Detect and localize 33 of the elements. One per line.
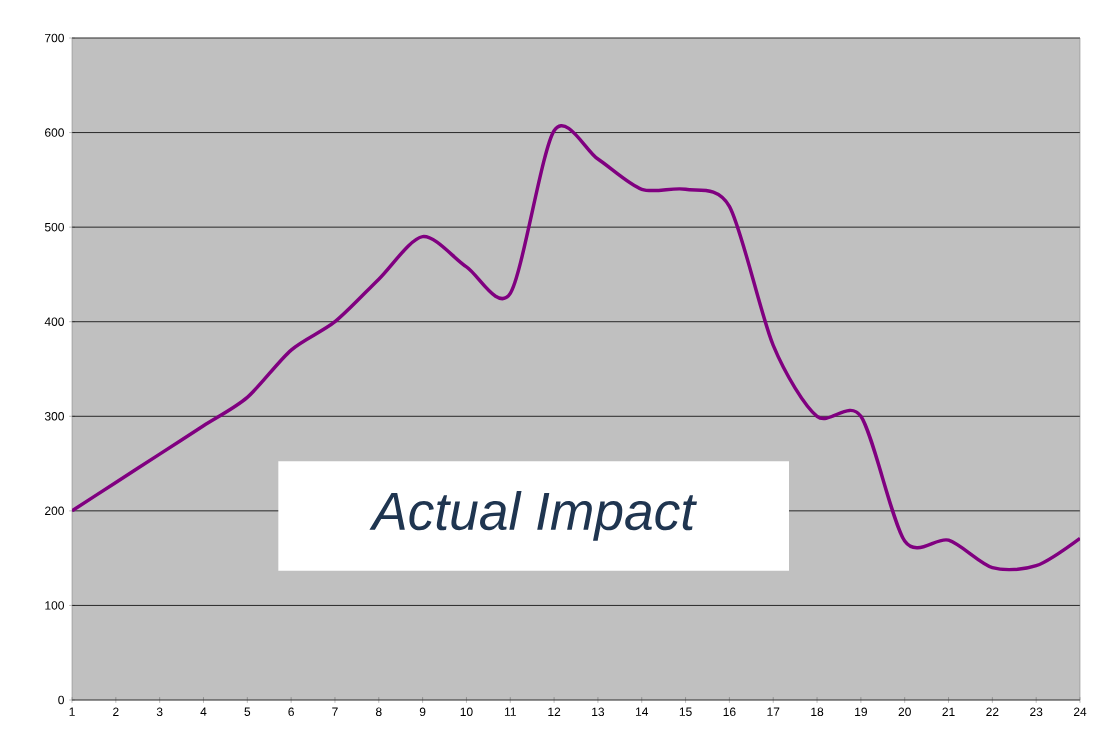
x-tick-label: 14 xyxy=(636,707,649,716)
x-tick-label: 8 xyxy=(375,707,382,717)
x-tick-label: 22 xyxy=(986,707,999,716)
annotation: Actual Impact xyxy=(369,491,697,541)
x-tick-label: 16 xyxy=(723,707,736,717)
x-tick-label: 5 xyxy=(244,707,251,716)
x-tick-label: 21 xyxy=(942,707,955,716)
y-tick-label: 600 xyxy=(45,128,64,137)
x-tick-label: 9 xyxy=(419,707,426,717)
x-tick-label: 4 xyxy=(200,707,207,716)
x-tick-label: 7 xyxy=(332,707,338,716)
y-tick-label: 200 xyxy=(45,506,64,516)
x-tick-label: 1 xyxy=(69,707,75,716)
x-tick-label: 13 xyxy=(592,707,605,717)
x-tick-label: 23 xyxy=(1030,707,1043,717)
x-tick-label: 19 xyxy=(855,707,867,717)
y-tick-label: 400 xyxy=(44,317,64,326)
y-tick-label: 700 xyxy=(45,33,64,43)
x-tick-label: 18 xyxy=(811,707,824,717)
x-tick-label: 6 xyxy=(288,707,294,717)
x-tick-label: 11 xyxy=(504,707,516,716)
x-tick-label: 17 xyxy=(767,707,780,716)
x-tick-label: 24 xyxy=(1073,707,1087,716)
x-tick-label: 12 xyxy=(548,707,561,716)
x-tick-label: 10 xyxy=(460,707,473,717)
y-tick-label: 300 xyxy=(44,412,64,421)
y-tick-label: 0 xyxy=(58,695,64,705)
x-tick-label: 2 xyxy=(113,707,119,716)
x-tick-label: 3 xyxy=(156,707,163,717)
y-tick-label: 500 xyxy=(44,222,64,232)
x-tick-label: 15 xyxy=(679,707,692,716)
y-tick-label: 100 xyxy=(45,601,64,610)
x-tick-label: 20 xyxy=(898,707,911,717)
